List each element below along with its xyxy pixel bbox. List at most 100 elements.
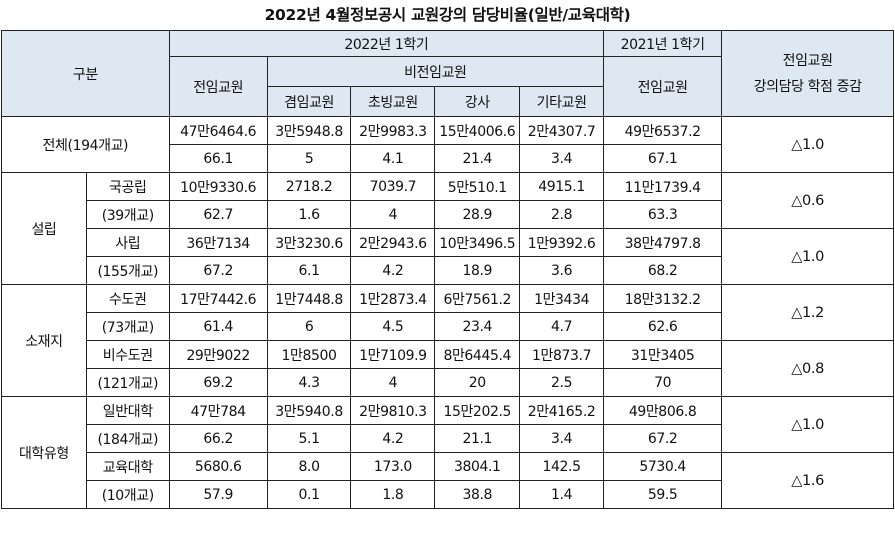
cell: 6만7561.2 [434, 284, 521, 313]
cell: 15만4006.6 [434, 116, 521, 145]
cell: 18.9 [434, 256, 521, 285]
header-fulltime: 전임교원 [168, 56, 268, 117]
header-lecturer: 강사 [434, 86, 521, 117]
cell: 1만8500 [266, 340, 352, 369]
change-cell: △1.0 [721, 228, 894, 285]
cell: 57.9 [168, 480, 268, 509]
cell: 2718.2 [266, 172, 352, 201]
row-label: 비수도권 [85, 340, 170, 369]
cell: 66.1 [168, 144, 268, 173]
cell: 4.5 [350, 312, 436, 341]
cell: 1만3434 [519, 284, 605, 313]
header-category: 구분 [1, 30, 170, 117]
group-univ-type: 대학유형 [1, 396, 87, 509]
cell: 21.1 [434, 424, 521, 453]
cell: 11만1739.4 [603, 172, 723, 201]
cell: 7039.7 [350, 172, 436, 201]
cell: 49만806.8 [603, 396, 723, 425]
cell: 38.8 [434, 480, 521, 509]
cell: 6 [266, 312, 352, 341]
header-semester-2021: 2021년 1학기 [603, 30, 723, 57]
cell: 4.1 [350, 144, 436, 173]
cell: 70 [603, 368, 723, 397]
cell: 29만9022 [168, 340, 268, 369]
cell: 38만4797.8 [603, 228, 723, 257]
row-label-count: (73개교) [85, 312, 170, 341]
cell: 2만9983.3 [350, 116, 436, 145]
cell: 10만3496.5 [434, 228, 521, 257]
cell: 2만2943.6 [350, 228, 436, 257]
cell: 5 [266, 144, 352, 173]
group-total: 전체(194개교) [1, 116, 170, 173]
header-semester-2022: 2022년 1학기 [168, 30, 605, 57]
header-fulltime-2021: 전임교원 [603, 56, 723, 117]
header-other: 기타교원 [519, 86, 605, 117]
table-row: 전체(194개교) 47만6464.6 3만5948.8 2만9983.3 15… [1, 116, 894, 173]
cell: 6.1 [266, 256, 352, 285]
row-label-count: (39개교) [85, 200, 170, 229]
cell: 8만6445.4 [434, 340, 521, 369]
cell: 4.2 [350, 424, 436, 453]
cell: 18만3132.2 [603, 284, 723, 313]
cell: 1만873.7 [519, 340, 605, 369]
group-location: 소재지 [1, 284, 87, 397]
cell: 36만7134 [168, 228, 268, 257]
cell: 49만6537.2 [603, 116, 723, 145]
table-row: 교육대학 5680.6 8.0 173.0 3804.1 142.5 5730.… [2, 452, 894, 509]
table-title: 2022년 4월정보공시 교원강의 담당비율(일반/교육대학) [264, 6, 631, 24]
header-invited: 초빙교원 [350, 86, 436, 117]
table-row: (121개교) 69.2 4.3 4 20 2.5 70 [2, 368, 894, 397]
cell: 4 [350, 368, 436, 397]
cell: 2만9810.3 [350, 396, 436, 425]
cell: 1만9392.6 [519, 228, 605, 257]
cell: 3.6 [519, 256, 605, 285]
cell: 59.5 [603, 480, 723, 509]
cell: 1만7109.9 [350, 340, 436, 369]
cell: 4.7 [519, 312, 605, 341]
table-row: 소재지 수도권 17만7442.6 1만7448.8 1만2873.4 6만75… [1, 284, 894, 397]
row-label: 일반대학 [85, 396, 170, 425]
change-cell: △1.0 [721, 396, 894, 453]
row-label: 교육대학 [85, 452, 170, 481]
cell: 3만3230.6 [266, 228, 352, 257]
cell: 47만6464.6 [168, 116, 268, 145]
cell: 67.1 [603, 144, 723, 173]
cell: 142.5 [519, 452, 605, 481]
cell: 63.3 [603, 200, 723, 229]
header-nonfulltime: 비전임교원 [266, 56, 605, 87]
cell: 3804.1 [434, 452, 521, 481]
change-cell: △0.8 [721, 340, 894, 397]
cell: 2만4307.7 [519, 116, 605, 145]
cell: 67.2 [603, 424, 723, 453]
cell: 4915.1 [519, 172, 605, 201]
cell: 62.6 [603, 312, 723, 341]
row-label-count: (184개교) [85, 424, 170, 453]
cell: 0.1 [266, 480, 352, 509]
cell: 28.9 [434, 200, 521, 229]
faculty-lecture-ratio-table: 구분 2022년 1학기 2021년 1학기 전임교원 강의담당 학점 증감 전… [1, 30, 894, 509]
row-label: 사립 [85, 228, 170, 257]
header-change-line2: 강의담당 학점 증감 [753, 78, 862, 95]
cell: 3.4 [519, 424, 605, 453]
group-founding: 설립 [1, 172, 87, 285]
cell: 1.6 [266, 200, 352, 229]
table-row: (184개교) 66.2 5.1 4.2 21.1 3.4 67.2 [2, 424, 894, 453]
cell: 3만5940.8 [266, 396, 352, 425]
cell: 17만7442.6 [168, 284, 268, 313]
cell: 47만784 [168, 396, 268, 425]
cell: 4.2 [350, 256, 436, 285]
cell: 61.4 [168, 312, 268, 341]
cell: 10만9330.6 [168, 172, 268, 201]
cell: 67.2 [168, 256, 268, 285]
table-row: (73개교) 61.4 6 4.5 23.4 4.7 62.6 [2, 312, 894, 341]
cell: 2만4165.2 [519, 396, 605, 425]
table-row: 대학유형 일반대학 47만784 3만5940.8 2만9810.3 15만20… [1, 396, 894, 509]
cell: 5680.6 [168, 452, 268, 481]
table-row: 설립 국공립 10만9330.6 2718.2 7039.7 5만510.1 4… [1, 172, 894, 285]
cell: 23.4 [434, 312, 521, 341]
table-row: (155개교) 67.2 6.1 4.2 18.9 3.6 68.2 [2, 256, 894, 285]
cell: 4.3 [266, 368, 352, 397]
cell: 1만7448.8 [266, 284, 352, 313]
cell: 5만510.1 [434, 172, 521, 201]
cell: 2.8 [519, 200, 605, 229]
